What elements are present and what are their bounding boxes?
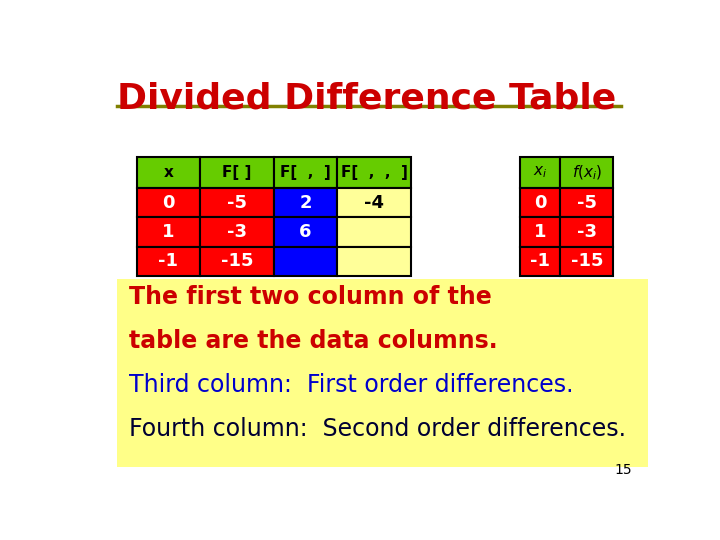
Bar <box>274 217 337 247</box>
Bar <box>520 247 560 276</box>
Text: -4: -4 <box>364 194 384 212</box>
Text: 0: 0 <box>534 194 546 212</box>
Bar <box>200 157 274 188</box>
Text: Third column:  First order differences.: Third column: First order differences. <box>129 373 573 397</box>
Text: 15: 15 <box>615 463 632 477</box>
Bar <box>520 188 560 217</box>
Text: Fourth column:  Second order differences.: Fourth column: Second order differences. <box>129 417 626 441</box>
Text: -5: -5 <box>227 194 247 212</box>
Text: -1: -1 <box>158 252 179 270</box>
Bar <box>274 157 337 188</box>
Bar <box>117 279 648 467</box>
Bar <box>137 247 200 276</box>
Text: -3: -3 <box>227 223 247 241</box>
Text: -5: -5 <box>577 194 597 212</box>
Text: 0: 0 <box>162 194 174 212</box>
Bar <box>560 157 613 188</box>
Text: 1: 1 <box>162 223 174 241</box>
Bar <box>137 217 200 247</box>
Bar <box>560 247 613 276</box>
Text: 6: 6 <box>300 223 312 241</box>
Text: -15: -15 <box>220 252 253 270</box>
Text: F[  ,  ,  ]: F[ , , ] <box>341 165 408 180</box>
Bar <box>520 157 560 188</box>
Bar <box>200 247 274 276</box>
Text: -1: -1 <box>530 252 550 270</box>
Text: table are the data columns.: table are the data columns. <box>129 329 498 353</box>
Bar <box>560 188 613 217</box>
Text: 1: 1 <box>534 223 546 241</box>
Bar <box>274 188 337 217</box>
Text: $f(x_i)$: $f(x_i)$ <box>572 164 602 182</box>
Bar <box>137 157 200 188</box>
Text: x: x <box>163 165 174 180</box>
Text: -3: -3 <box>577 223 597 241</box>
Bar <box>137 188 200 217</box>
Bar <box>560 217 613 247</box>
Bar <box>200 217 274 247</box>
Bar <box>337 188 411 217</box>
Text: F[  ,  ]: F[ , ] <box>280 165 330 180</box>
Bar <box>337 157 411 188</box>
Bar <box>274 247 337 276</box>
Text: The first two column of the: The first two column of the <box>129 285 492 309</box>
Text: Divided Difference Table: Divided Difference Table <box>117 82 616 116</box>
Text: -15: -15 <box>570 252 603 270</box>
Bar <box>337 217 411 247</box>
Text: 2: 2 <box>300 194 312 212</box>
Bar <box>200 188 274 217</box>
Text: $x_i$: $x_i$ <box>533 165 547 180</box>
Bar <box>337 247 411 276</box>
Text: F[ ]: F[ ] <box>222 165 251 180</box>
Bar <box>520 217 560 247</box>
